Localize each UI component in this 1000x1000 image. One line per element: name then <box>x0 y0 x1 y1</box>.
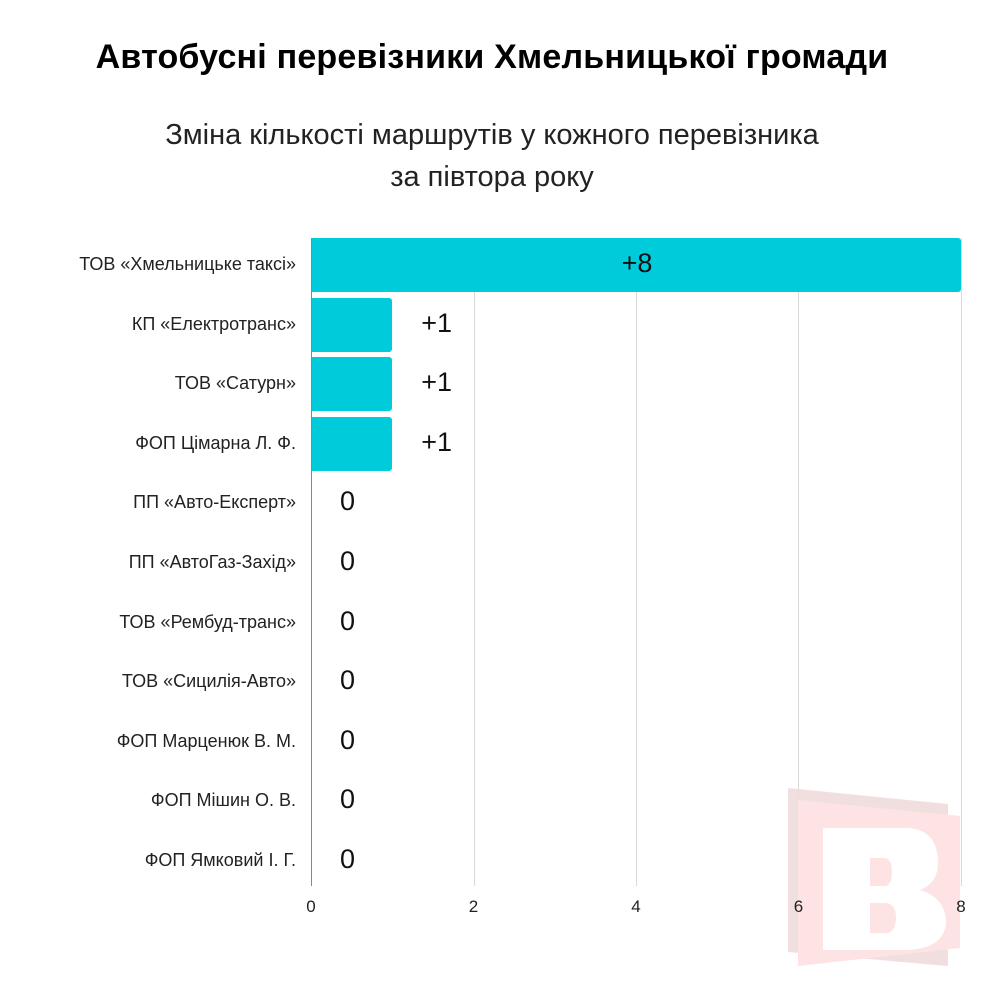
chart-title: Автобусні перевізники Хмельницької грома… <box>95 38 889 76</box>
data-label: 0 <box>340 844 356 874</box>
watermark-logo-icon <box>788 788 960 966</box>
category-label: ФОП Марценюк В. М. <box>116 730 296 751</box>
y-axis-line <box>311 238 312 886</box>
gridline-2 <box>474 238 475 886</box>
category-label: ФОП Мішин О. В. <box>150 790 296 811</box>
category-label: ТОВ «Сатурн» <box>174 373 296 394</box>
data-label: +1 <box>421 367 453 398</box>
data-label: 0 <box>340 605 356 636</box>
data-label: +1 <box>421 307 453 338</box>
bar <box>312 297 393 352</box>
category-label: ПП «АвтоГаз-Захід» <box>128 552 296 572</box>
bar <box>312 416 393 471</box>
data-label: +8 <box>621 248 653 278</box>
category-label: ТОВ «Рембуд-транс» <box>119 611 296 632</box>
gridline-4 <box>636 238 637 886</box>
data-label: 0 <box>340 784 356 815</box>
data-label: 0 <box>340 724 356 755</box>
data-label: +1 <box>421 426 453 457</box>
category-label: ПП «Авто-Експерт» <box>133 492 296 513</box>
category-label: ФОП Цімарна Л. Ф. <box>135 432 296 453</box>
category-label: КП «Електротранс» <box>131 313 296 334</box>
bar <box>312 238 961 292</box>
category-label: ТОВ «Сицилія-Авто» <box>121 671 296 692</box>
gridline-6 <box>798 238 799 886</box>
gridline-8 <box>961 238 962 886</box>
x-tick-label: 6 <box>793 897 804 916</box>
subtitle-line-2: за півтора року <box>390 161 594 193</box>
x-tick-label: 2 <box>468 897 479 916</box>
chart-subtitle: Зміна кількості маршрутів у кожного пере… <box>0 114 984 198</box>
data-label: 0 <box>340 546 356 576</box>
x-tick-label: 4 <box>631 897 641 916</box>
category-label: ТОВ «Хмельницьке таксі» <box>79 254 296 274</box>
category-label: ФОП Ямковий І. Г. <box>144 850 296 870</box>
data-label: 0 <box>340 665 356 696</box>
x-tick-label: 0 <box>306 897 316 916</box>
subtitle-line-1: Зміна кількості маршрутів у кожного пере… <box>165 119 819 151</box>
data-label: 0 <box>340 486 356 517</box>
x-tick-label: 8 <box>956 897 966 916</box>
bar <box>312 357 393 412</box>
